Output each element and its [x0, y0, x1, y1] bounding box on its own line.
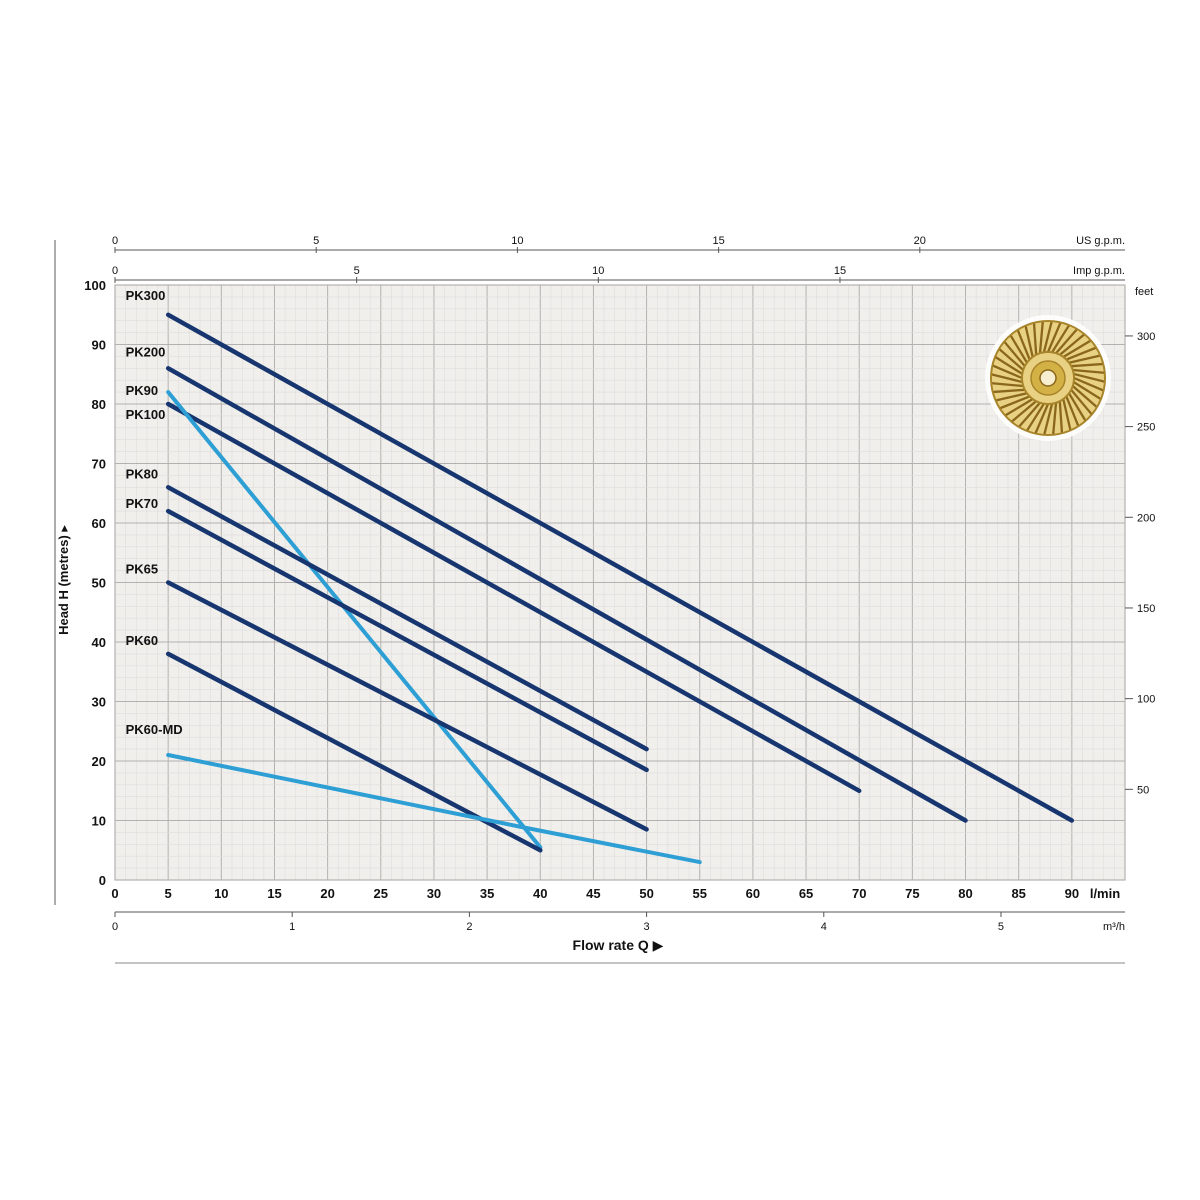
- axis-m3h: 0 1 2 3 4 5 m³/h: [112, 911, 1125, 933]
- tick-label: 15: [267, 886, 281, 901]
- tick-label: 40: [533, 886, 547, 901]
- series-PK300: PK300: [126, 288, 1075, 823]
- tick-label: 300: [1137, 331, 1155, 343]
- tick-label: 65: [799, 886, 813, 901]
- y-axis-title: Head H (metres) ▸: [56, 525, 71, 635]
- axis-unit-label: feet: [1135, 286, 1153, 298]
- impeller-image: [985, 315, 1111, 441]
- tick-label: 100: [1137, 694, 1155, 706]
- curve-PK70: [165, 508, 649, 773]
- tick-label: 60: [746, 886, 760, 901]
- tick-label: 10: [214, 886, 228, 901]
- series-PK65: PK65: [126, 562, 649, 832]
- y-tick-label: 20: [92, 754, 106, 769]
- curve-label-PK70: PK70: [126, 496, 159, 511]
- tick-label: 0: [112, 235, 118, 247]
- curve-label-PK300: PK300: [126, 288, 166, 303]
- y-tick-label: 50: [92, 576, 106, 591]
- axis-us-gpm: 0 5 10 15 20 US g.p.m.: [112, 235, 1125, 253]
- tick-label: 10: [592, 265, 604, 277]
- series-PK90: PK90: [126, 383, 862, 794]
- tick-label: 1: [289, 921, 295, 933]
- y-tick-label: 60: [92, 516, 106, 531]
- tick-label: 50: [1137, 784, 1149, 796]
- curve-PK200: [165, 366, 968, 823]
- y-tick-label: 100: [84, 278, 106, 293]
- axis-head: Head H (metres) ▸ 0 10 20 30 40 50 60 70 80 90 100: [54, 240, 106, 905]
- tick-label: 45: [586, 886, 600, 901]
- tick-label: 50: [639, 886, 653, 901]
- tick-label: 0: [112, 921, 118, 933]
- tick-label: 0: [112, 265, 118, 277]
- tick-label: 25: [374, 886, 388, 901]
- series-PK80: PK80: [126, 466, 649, 752]
- axis-lmin: 0 5 10 15 20 25 30 35 40 45 50 55 60 65 70 75 80 85 90 l/mi…: [111, 886, 1120, 901]
- curve-PK90: [165, 401, 862, 794]
- curve-label-PK60-MD: PK60-MD: [126, 722, 183, 737]
- tick-label: 5: [165, 886, 172, 901]
- tick-label: 20: [320, 886, 334, 901]
- tick-label: 4: [821, 921, 827, 933]
- axis-unit-label: US g.p.m.: [1076, 235, 1125, 247]
- series-PK100: PK100: [126, 390, 543, 850]
- series-PK60-MD: PK60-MD: [126, 722, 702, 865]
- tick-label: 55: [693, 886, 707, 901]
- y-tick-label: 30: [92, 695, 106, 710]
- tick-label: 15: [834, 265, 846, 277]
- curve-label-PK65: PK65: [126, 562, 159, 577]
- tick-label: 90: [1065, 886, 1079, 901]
- tick-label: 35: [480, 886, 494, 901]
- tick-label: 5: [313, 235, 319, 247]
- tick-label: 3: [644, 921, 650, 933]
- curve-PK80: [165, 485, 649, 752]
- tick-label: 20: [914, 235, 926, 247]
- series-group: PK300 PK200 PK90 PK100 PK80 PK70 PK65 PK60 PK60-…: [126, 288, 1075, 865]
- curve-label-PK200: PK200: [126, 344, 166, 359]
- y-tick-label: 0: [99, 873, 106, 888]
- axis-unit-label: m³/h: [1103, 921, 1125, 933]
- tick-label: 250: [1137, 422, 1155, 434]
- tick-label: 30: [427, 886, 441, 901]
- tick-label: 10: [511, 235, 523, 247]
- curve-PK100: [166, 390, 543, 850]
- series-PK200: PK200: [126, 344, 968, 823]
- plot-border: [114, 284, 1126, 881]
- curve-label-PK60: PK60: [126, 633, 159, 648]
- tick-label: 15: [712, 235, 724, 247]
- y-tick-label: 70: [92, 457, 106, 472]
- axis-unit-label: l/min: [1090, 886, 1120, 901]
- y-tick-label: 40: [92, 635, 106, 650]
- tick-label: 150: [1137, 603, 1155, 615]
- y-tick-label: 90: [92, 338, 106, 353]
- curve-label-PK80: PK80: [126, 466, 159, 481]
- tick-label: 200: [1137, 512, 1155, 524]
- tick-label: 5: [998, 921, 1004, 933]
- x-axis-title: Flow rate Q ▶: [573, 937, 664, 953]
- tick-label: 70: [852, 886, 866, 901]
- curve-label-PK100: PK100: [126, 407, 166, 422]
- tick-label: 80: [958, 886, 972, 901]
- tick-label: 2: [466, 921, 472, 933]
- tick-label: 75: [905, 886, 919, 901]
- tick-label: 85: [1011, 886, 1025, 901]
- axis-feet: feet 50 100 150 200 250 300: [1125, 286, 1155, 796]
- y-tick-label: 10: [92, 814, 106, 829]
- series-PK70: PK70: [126, 496, 649, 773]
- curve-PK300: [165, 312, 1075, 823]
- axis-unit-label: Imp g.p.m.: [1073, 265, 1125, 277]
- y-tick-label: 80: [92, 397, 106, 412]
- curve-PK65: [165, 580, 649, 832]
- curve-label-PK90: PK90: [126, 383, 159, 398]
- tick-label: 5: [354, 265, 360, 277]
- curve-PK60-MD: [166, 753, 702, 865]
- tick-label: 0: [111, 886, 118, 901]
- axis-imp-gpm: 0 5 10 15 Imp g.p.m.: [112, 265, 1125, 283]
